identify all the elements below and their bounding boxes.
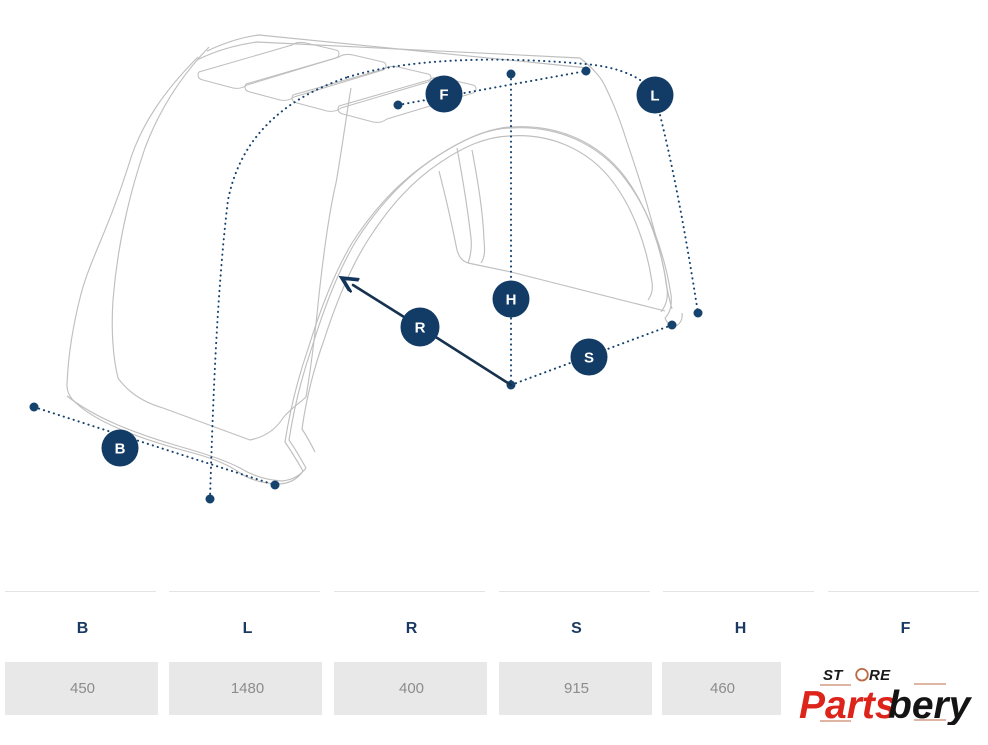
svg-text:bery: bery	[888, 684, 973, 725]
svg-text:Parts: Parts	[799, 684, 897, 725]
svg-text:RE: RE	[869, 667, 891, 684]
svg-text:ST: ST	[823, 667, 844, 684]
